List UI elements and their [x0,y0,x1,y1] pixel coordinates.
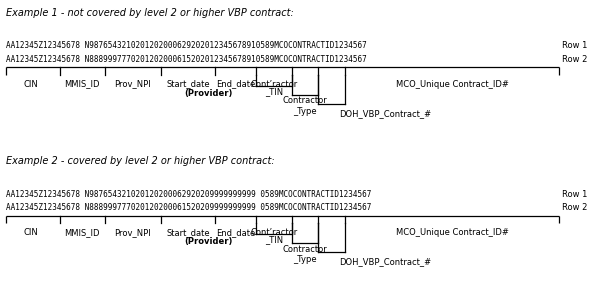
Text: Contractor
_Type: Contractor _Type [282,96,327,116]
Text: Start_date: Start_date [166,80,210,88]
Text: Example 1 - not covered by level 2 or higher VBP contract:: Example 1 - not covered by level 2 or hi… [6,8,294,18]
Text: CIN: CIN [24,80,38,88]
Text: Start_date: Start_date [166,228,210,237]
Text: AA12345Z12345678 N888999777020120200061520209999999999 0589MCOCONTRACTID1234567: AA12345Z12345678 N8889997770201202000615… [6,203,371,212]
Text: MCO_Unique Contract_ID#: MCO_Unique Contract_ID# [396,80,509,88]
Text: AA12345Z12345678 N987654321020120200062920209999999999 0589MCOCONTRACTID1234567: AA12345Z12345678 N9876543210201202000629… [6,190,371,199]
Text: Prov_NPI: Prov_NPI [114,228,151,237]
Text: MMIS_ID: MMIS_ID [64,80,100,88]
Text: MCO_Unique Contract_ID#: MCO_Unique Contract_ID# [396,228,509,237]
Text: End_date: End_date [216,80,255,88]
Text: Example 2 - covered by level 2 or higher VBP contract:: Example 2 - covered by level 2 or higher… [6,156,274,166]
Text: CIN: CIN [24,228,38,237]
Text: DOH_VBP_Contract_#: DOH_VBP_Contract_# [339,109,431,118]
Text: MMIS_ID: MMIS_ID [64,228,100,237]
Text: End_date: End_date [216,228,255,237]
Text: Row 2: Row 2 [562,203,588,212]
Text: Row 2: Row 2 [562,55,588,64]
Text: Contractor
_Type: Contractor _Type [282,245,327,264]
Text: Prov_NPI: Prov_NPI [114,80,151,88]
Text: DOH_VBP_Contract_#: DOH_VBP_Contract_# [339,257,431,266]
Text: (Provider): (Provider) [184,89,233,98]
Text: Row 1: Row 1 [562,41,588,50]
Text: AA12345Z12345678 N9876543210201202000629202012345678910589MCOCONTRACTID1234567: AA12345Z12345678 N9876543210201202000629… [6,41,367,50]
Text: _TIN: _TIN [265,236,283,244]
Text: AA12345Z12345678 N8889997770201202000615202012345678910589MCOCONTRACTID1234567: AA12345Z12345678 N8889997770201202000615… [6,55,367,64]
Text: (Provider): (Provider) [184,237,233,246]
Text: _TIN: _TIN [265,87,283,96]
Text: Cont’ractor: Cont’ractor [250,228,298,237]
Text: Cont’ractor: Cont’ractor [250,80,298,88]
Text: Row 1: Row 1 [562,190,588,199]
